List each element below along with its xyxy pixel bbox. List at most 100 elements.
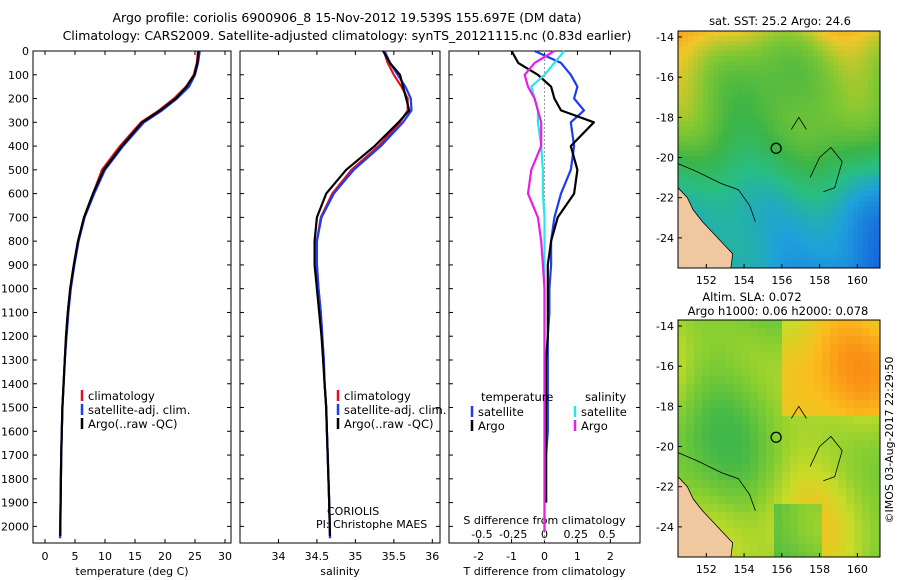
sla-map-cell (718, 384, 726, 392)
sst-map-cell (818, 51, 823, 56)
sla-map-cell (854, 336, 862, 344)
sst-map-cell (793, 196, 798, 201)
sst-map-cell (743, 36, 748, 41)
sla-map-cell (782, 440, 790, 448)
sla-map-cell (878, 480, 880, 488)
sst-map-cell (678, 151, 683, 156)
sst-map-cell (838, 41, 843, 46)
sst-map-cell (768, 236, 773, 241)
sst-map-cell (723, 231, 728, 236)
sst-map-cell (863, 201, 868, 206)
sst-map-cell (798, 216, 803, 221)
depth-tick-label: 300 (8, 116, 29, 129)
sla-map-cell (774, 440, 782, 448)
sst-map-cell (788, 136, 793, 141)
sst-map-cell (743, 176, 748, 181)
sst-map-cell (808, 136, 813, 141)
sst-map-cell (778, 211, 783, 216)
sst-map-cell (848, 51, 853, 56)
sst-map-cell (863, 36, 868, 41)
sla-map-cell (734, 536, 742, 544)
sst-map-cell (683, 51, 688, 56)
sla-map-cell (782, 512, 790, 520)
sst-map-cell (863, 256, 868, 261)
sst-map-cell (683, 151, 688, 156)
sst-map-cell (878, 236, 880, 241)
sst-map-cell (763, 46, 768, 51)
sst-map-cell (813, 136, 818, 141)
sla-map-cell (758, 504, 766, 512)
sla-map-cell (710, 368, 718, 376)
sst-map-cell (853, 106, 858, 111)
sst-map-cell (798, 101, 803, 106)
sst-map-cell (848, 41, 853, 46)
sst-map-cell (703, 171, 708, 176)
sst-map-cell (803, 231, 808, 236)
sst-map-cell (743, 121, 748, 126)
sst-map-cell (753, 166, 758, 171)
sst-map-cell (778, 91, 783, 96)
sst-map-cell (828, 51, 833, 56)
sla-map-cell (702, 496, 710, 504)
sla-map-cell (782, 496, 790, 504)
sst-map-cell (863, 121, 868, 126)
sst-map-cell (788, 231, 793, 236)
sla-map-cell (726, 464, 734, 472)
sst-map-cell (713, 181, 718, 186)
sst-map-cell (848, 176, 853, 181)
sst-map-cell (758, 256, 763, 261)
sla-map-cell (814, 512, 822, 520)
sst-map-cell (848, 151, 853, 156)
sla-map-cell (814, 528, 822, 536)
sst-map-cell (853, 186, 858, 191)
sst-map-cell (778, 66, 783, 71)
sal-xtick-label: 36 (425, 550, 439, 563)
sst-map-cell (803, 121, 808, 126)
sla-map-cell (814, 536, 822, 544)
sla-map-cell (790, 480, 798, 488)
sst-map-cell (743, 86, 748, 91)
sst-map-cell (808, 266, 813, 268)
depth-tick-label: 1700 (1, 449, 29, 462)
sla-map-cell (830, 448, 838, 456)
sst-map-cell (873, 126, 878, 131)
sla-map-cell (854, 384, 862, 392)
sla-map-cell (878, 456, 880, 464)
sst-map-cell (693, 56, 698, 61)
sst-map-cell (838, 51, 843, 56)
sla-map-cell (854, 456, 862, 464)
sst-map-cell (683, 141, 688, 146)
sst-map-cell (878, 166, 880, 171)
sst-map-cell (858, 111, 863, 116)
sst-map-cell (863, 161, 868, 166)
sla-map-cell (846, 416, 854, 424)
sla-map-cell (734, 552, 742, 557)
sst-map-cell (778, 231, 783, 236)
diff-xtick-label: -1 (506, 550, 517, 563)
sst-map-cell (823, 191, 828, 196)
sst-map-cell (693, 76, 698, 81)
sst-map-cell (773, 251, 778, 256)
sla-map-cell (734, 488, 742, 496)
sst-map-cell (793, 81, 798, 86)
sla-map-cell (878, 328, 880, 336)
sst-map-cell (803, 181, 808, 186)
sst-map-cell (783, 131, 788, 136)
sst-map-cell (808, 56, 813, 61)
sst-map-cell (878, 66, 880, 71)
sst-map-cell (768, 226, 773, 231)
sst-map-cell (788, 111, 793, 116)
sst-map-cell (703, 151, 708, 156)
sla-map-cell (790, 440, 798, 448)
sst-map-cell (853, 31, 858, 36)
sst-map-cell (773, 226, 778, 231)
sst-map-cell (798, 96, 803, 101)
sla-map-cell (870, 536, 878, 544)
sst-map-cell (823, 266, 828, 268)
sla-map-cell (862, 336, 870, 344)
sla-map-cell (846, 440, 854, 448)
sst-map-cell (783, 251, 788, 256)
sla-map-cell (790, 528, 798, 536)
sst-map-cell (728, 191, 733, 196)
sla-map-cell (734, 528, 742, 536)
